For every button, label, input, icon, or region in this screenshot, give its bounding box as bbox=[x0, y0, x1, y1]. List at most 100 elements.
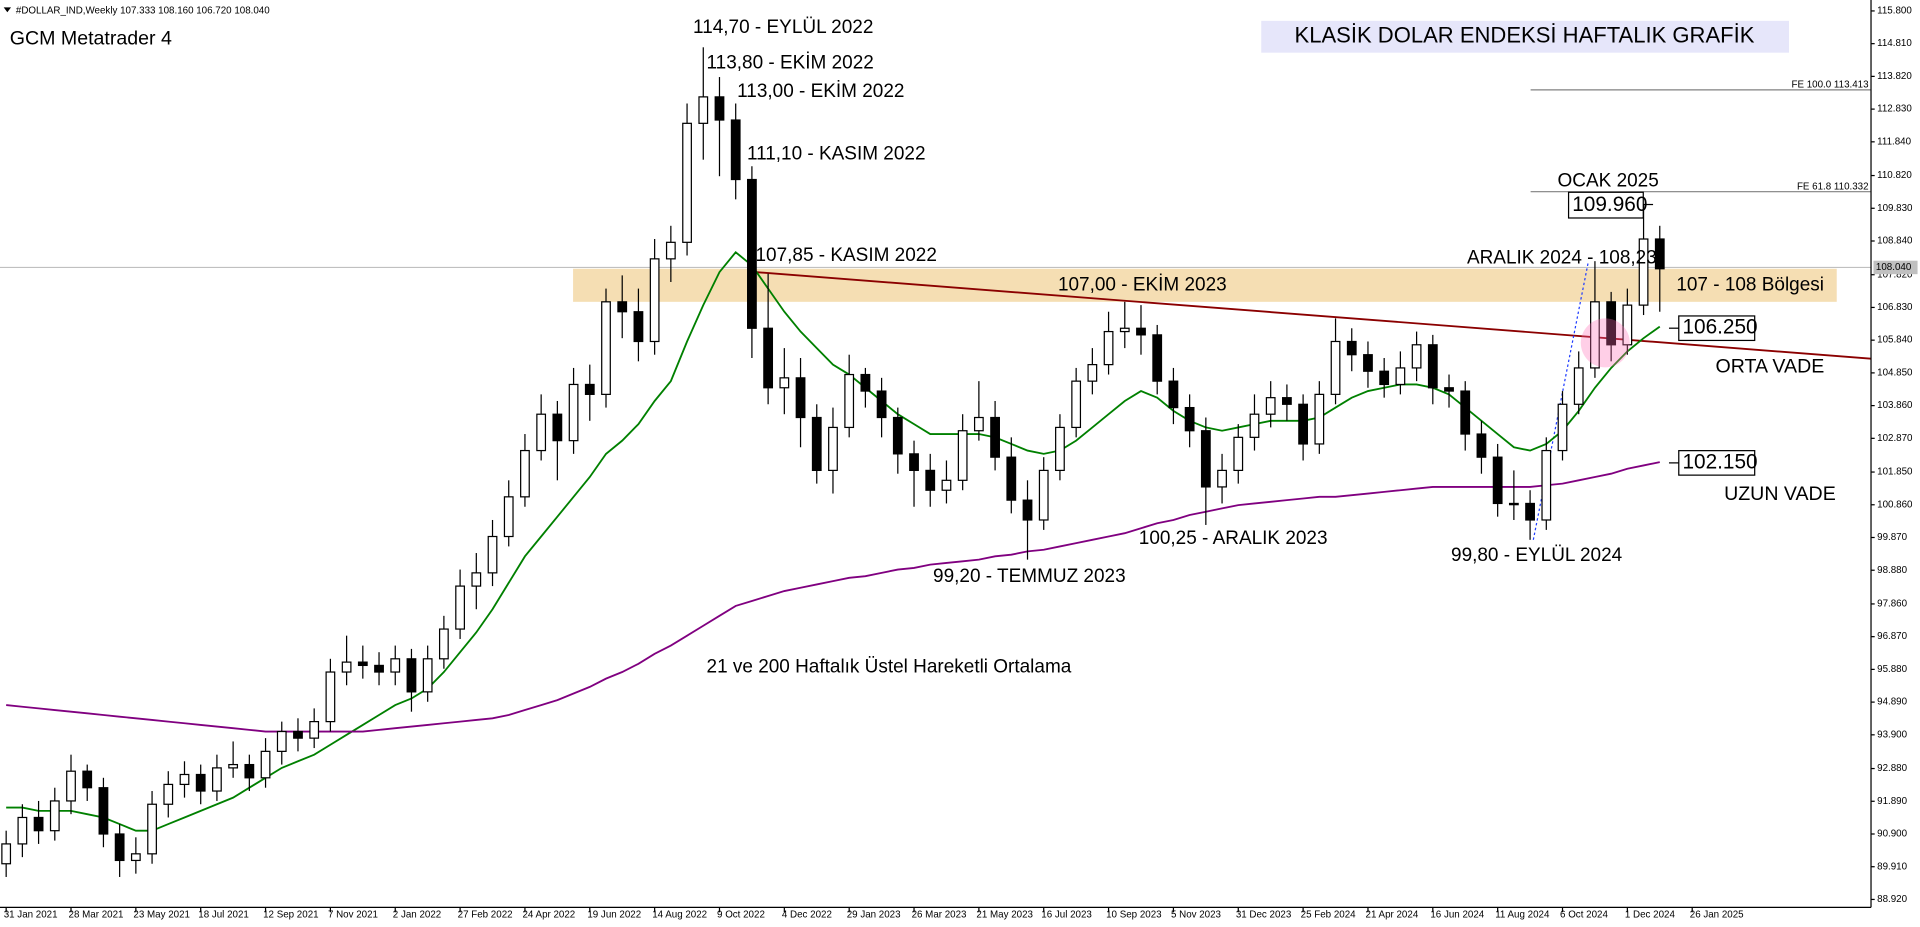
x-tick-label: 6 Oct 2024 bbox=[1560, 909, 1608, 920]
y-tick-label: 93.900 bbox=[1877, 729, 1907, 740]
x-tick-label: 27 Feb 2022 bbox=[458, 909, 513, 920]
annotation: ORTA VADE bbox=[1716, 356, 1825, 378]
candle-body bbox=[925, 469, 936, 491]
candle-body bbox=[617, 301, 628, 313]
x-tick-label: 23 May 2021 bbox=[133, 909, 190, 920]
candle-body bbox=[341, 661, 352, 673]
candle-body bbox=[1573, 367, 1584, 405]
x-tick-label: 1 Dec 2024 bbox=[1625, 909, 1676, 920]
candle-body bbox=[876, 390, 887, 419]
annotation: 100,25 - ARALIK 2023 bbox=[1139, 528, 1328, 549]
annotation: 102.150 bbox=[1682, 450, 1757, 473]
candle-body bbox=[730, 119, 741, 181]
candle-body bbox=[698, 96, 709, 124]
candle-body bbox=[487, 535, 498, 574]
candle-body bbox=[17, 816, 28, 845]
y-tick-label: 90.900 bbox=[1877, 829, 1907, 840]
candle-body bbox=[455, 585, 465, 630]
candle-body bbox=[1217, 469, 1227, 488]
candle-body bbox=[1119, 327, 1130, 333]
candle-body bbox=[957, 430, 968, 481]
candle-body bbox=[1460, 390, 1471, 435]
candle-body bbox=[1314, 393, 1325, 445]
candle-body bbox=[195, 773, 206, 792]
candle-body bbox=[228, 763, 239, 769]
candle-body bbox=[536, 413, 547, 452]
candle-body bbox=[357, 661, 368, 667]
x-tick-label: 29 Jan 2023 bbox=[847, 909, 901, 920]
candle-body bbox=[390, 658, 401, 673]
x-tick-label: 25 Feb 2024 bbox=[1301, 909, 1356, 920]
dotted-line bbox=[1532, 261, 1590, 540]
candle-body bbox=[82, 770, 93, 789]
y-tick-label: 114.810 bbox=[1877, 38, 1912, 49]
candle-body bbox=[601, 301, 611, 395]
fibo-label: FE 61.8 110.332 bbox=[1797, 181, 1869, 192]
label-box bbox=[1567, 191, 1644, 219]
x-tick-label: 16 Jun 2024 bbox=[1430, 909, 1484, 920]
x-tick-label: 19 Jun 2022 bbox=[587, 909, 641, 920]
y-tick-label: 106.830 bbox=[1877, 302, 1913, 313]
candle-body bbox=[179, 773, 190, 786]
y-tick-label: 98.880 bbox=[1877, 565, 1907, 576]
current-price-box bbox=[1873, 260, 1918, 275]
x-tick-label: 5 Nov 2023 bbox=[1171, 909, 1222, 920]
y-tick-label: 115.800 bbox=[1877, 6, 1912, 17]
candle-body bbox=[1152, 334, 1163, 382]
y-tick-label: 101.850 bbox=[1877, 467, 1913, 478]
x-tick-label: 24 Apr 2022 bbox=[522, 909, 575, 920]
x-tick-label: 21 Apr 2024 bbox=[1366, 909, 1419, 920]
x-tick-label: 2 Jan 2022 bbox=[393, 909, 441, 920]
candle-body bbox=[747, 178, 757, 329]
candle-body bbox=[147, 803, 157, 855]
y-tick-label: 103.860 bbox=[1877, 400, 1913, 411]
annotation: 106.250 bbox=[1682, 316, 1757, 339]
annotation: OCAK 2025 bbox=[1558, 170, 1659, 191]
candle-body bbox=[1444, 387, 1454, 392]
candle-body bbox=[422, 658, 433, 693]
candle-body bbox=[990, 416, 1000, 458]
candle-body bbox=[1265, 397, 1276, 415]
x-tick-label: 7 Nov 2021 bbox=[328, 909, 378, 920]
candle-body bbox=[1, 843, 12, 865]
candle-body bbox=[1427, 344, 1438, 389]
candle-body bbox=[1622, 304, 1633, 346]
annotation: 107,00 - EKİM 2023 bbox=[1058, 274, 1227, 295]
annotation: 109.960 bbox=[1572, 193, 1647, 216]
candle-body bbox=[1249, 413, 1260, 438]
candle-body bbox=[1330, 340, 1341, 395]
candle-body bbox=[1298, 403, 1309, 445]
candle-body bbox=[1168, 380, 1179, 409]
candle-body bbox=[811, 416, 822, 472]
candle-body bbox=[471, 572, 482, 587]
y-tick-label: 91.890 bbox=[1877, 796, 1907, 807]
candle-body bbox=[1638, 238, 1649, 306]
candle-body bbox=[779, 377, 790, 389]
annotation: 111,10 - KASIM 2022 bbox=[747, 143, 926, 164]
candle-body bbox=[1200, 430, 1211, 488]
y-tick-label: 97.860 bbox=[1877, 599, 1907, 610]
candle-body bbox=[795, 377, 806, 419]
candle-body bbox=[1087, 364, 1098, 382]
x-tick-label: 31 Jan 2021 bbox=[4, 909, 58, 920]
candle-body bbox=[1395, 367, 1406, 386]
x-tick-label: 9 Oct 2022 bbox=[717, 909, 765, 920]
annotation: 99,20 - TEMMUZ 2023 bbox=[933, 566, 1126, 587]
candle-body bbox=[584, 383, 595, 395]
candle-body bbox=[1071, 380, 1082, 429]
candle-body bbox=[860, 373, 871, 392]
candle-body bbox=[520, 449, 530, 498]
candle-body bbox=[1411, 344, 1422, 369]
candle-body bbox=[1055, 426, 1065, 472]
fibo-label: FE 100.0 113.413 bbox=[1792, 80, 1870, 91]
candle-body bbox=[309, 720, 320, 739]
annotation: 113,00 - EKİM 2022 bbox=[737, 81, 904, 102]
y-tick-label: 92.880 bbox=[1877, 763, 1907, 774]
candle-body bbox=[941, 479, 952, 491]
candle-body bbox=[1590, 301, 1600, 369]
y-tick-label: 102.870 bbox=[1877, 433, 1913, 444]
x-tick-label: 10 Sep 2023 bbox=[1106, 909, 1162, 920]
candle-body bbox=[503, 496, 514, 538]
candle-body bbox=[438, 628, 449, 660]
